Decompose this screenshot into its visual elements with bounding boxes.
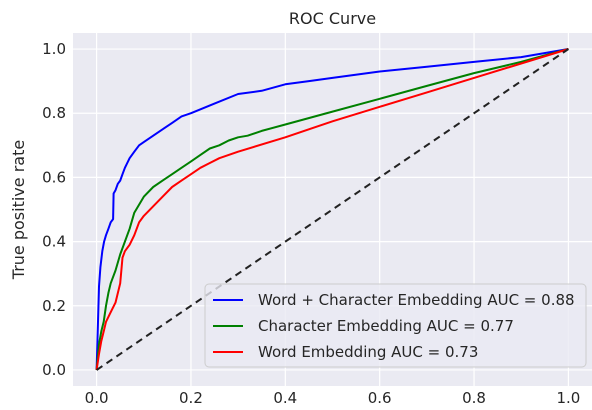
y-axis-label: True positive rate [9,140,28,280]
y-tick-labels: 0.0 0.2 0.4 0.6 0.8 1.0 [42,40,66,379]
legend-label: Word Embedding AUC = 0.73 [258,343,478,361]
x-tick-labels: 0.0 0.2 0.4 0.6 0.8 1.0 [85,389,581,407]
x-tick-label: 0.4 [273,389,297,407]
legend-label: Character Embedding AUC = 0.77 [258,317,514,335]
roc-series-line [95,48,569,371]
roc-series-line [95,48,569,371]
x-tick-label: 0.2 [179,389,203,407]
y-tick-label: 0.2 [42,297,66,315]
y-tick-label: 0.8 [42,104,66,122]
legend-label: Word + Character Embedding AUC = 0.88 [258,291,575,309]
series-layer [95,48,569,371]
roc-series-line [95,48,569,371]
y-tick-label: 0.4 [42,233,66,251]
grid-lines [73,33,592,386]
x-tick-label: 0.0 [85,389,109,407]
legend: Word + Character Embedding AUC = 0.88 Cha… [204,283,587,368]
y-tick-label: 0.0 [42,361,66,379]
x-tick-label: 0.6 [368,389,392,407]
y-tick-label: 1.0 [42,40,66,58]
y-tick-label: 0.6 [42,168,66,186]
x-tick-label: 0.8 [462,389,486,407]
legend-box [204,283,587,368]
x-tick-label: 1.0 [556,389,580,407]
chart-title: ROC Curve [289,9,376,28]
